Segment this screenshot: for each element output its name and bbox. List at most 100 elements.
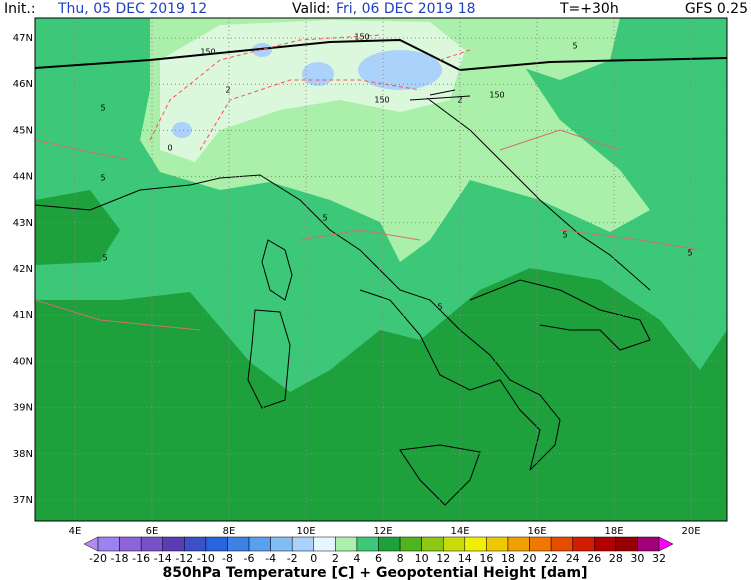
colorbar-cell [184, 536, 207, 552]
lat-label: 37N [13, 495, 33, 506]
lat-label: 45N [13, 125, 33, 136]
lat-label: 42N [13, 264, 33, 275]
colorbar-cell [421, 536, 444, 552]
colorbar-label: -8 [222, 552, 233, 565]
colorbar-label: -12 [175, 552, 193, 565]
colorbar-label: 30 [630, 552, 644, 565]
lon-label: 6E [146, 526, 159, 537]
contour-label: 150 [489, 91, 504, 100]
colorbar-cell [248, 536, 271, 552]
colorbar-title: 850hPa Temperature [C] + Geopotential He… [163, 565, 588, 580]
colorbar-cell [550, 536, 573, 552]
lat-label: 39N [13, 403, 33, 414]
lon-label: 16E [527, 526, 546, 537]
colorbar-cell [486, 536, 509, 552]
init-label: Init.: [4, 1, 36, 17]
contour-label: 2 [457, 96, 462, 105]
colorbar-cell [119, 536, 142, 552]
colorbar-label: 2 [332, 552, 339, 565]
colorbar-cell [205, 536, 228, 552]
colorbar-label: 26 [587, 552, 601, 565]
colorbar-label: 22 [544, 552, 558, 565]
lat-label: 46N [13, 79, 33, 90]
colorbar-cell [464, 536, 487, 552]
model: GFS 0.25 [685, 1, 748, 17]
contour-label: 150 [200, 48, 215, 57]
contour-label: 5 [562, 231, 567, 240]
colorbar-cell [637, 536, 660, 552]
colorbar-label: 10 [415, 552, 429, 565]
colorbar-label: -10 [197, 552, 215, 565]
contour-label: 5 [100, 104, 105, 113]
colorbar-label: 18 [501, 552, 515, 565]
lat-label: 38N [13, 449, 33, 460]
colorbar-label: -20 [89, 552, 107, 565]
lon-label: 14E [450, 526, 469, 537]
lon-label: 12E [373, 526, 392, 537]
colorbar-end [658, 536, 674, 552]
colorbar-label: 0 [310, 552, 317, 565]
colorbar-label: -4 [265, 552, 276, 565]
lat-label: 47N [13, 33, 33, 44]
contour-label: 2 [225, 86, 230, 95]
contour-label: 5 [100, 174, 105, 183]
contour-label: 5 [572, 42, 577, 51]
colorbar-label: 14 [458, 552, 472, 565]
colorbar-label: 28 [609, 552, 623, 565]
colorbar-label: 12 [436, 552, 450, 565]
contour-label: 5 [687, 249, 692, 258]
colorbar-cell [572, 536, 595, 552]
colorbar-cell [313, 536, 336, 552]
colorbar-label: 16 [479, 552, 493, 565]
colorbar-label: 4 [353, 552, 360, 565]
lon-label: 4E [69, 526, 82, 537]
colorbar-cell [507, 536, 530, 552]
lon-label: 18E [604, 526, 623, 537]
map-frame [34, 17, 728, 522]
lon-label: 8E [223, 526, 236, 537]
colorbar-end [83, 536, 99, 552]
colorbar-label: 6 [375, 552, 382, 565]
colorbar-cell [270, 536, 293, 552]
contour-label: 5 [322, 214, 327, 223]
colorbar-label: -6 [244, 552, 255, 565]
colorbar-cell [442, 536, 466, 552]
valid-label: Valid: [292, 1, 330, 17]
colorbar-label: 32 [652, 552, 666, 565]
map: 150 150 150 150 5 5 5 5 5 5 5 5 0 2 2 [35, 18, 727, 521]
contour-label: 150 [354, 33, 369, 42]
contour-label: 5 [102, 254, 107, 263]
colorbar-cell [378, 536, 401, 552]
colorbar-cell [356, 536, 379, 552]
colorbar-cell [291, 536, 315, 552]
lat-label: 40N [13, 356, 33, 367]
valid-time: Fri, 06 DEC 2019 18 [336, 1, 476, 17]
lon-label: 20E [681, 526, 700, 537]
contour-label: 0 [167, 144, 172, 153]
colorbar-cell [399, 536, 422, 552]
colorbar-cell [615, 536, 638, 552]
lat-label: 44N [13, 172, 33, 183]
colorbar-cell [97, 536, 120, 552]
colorbar-cell [335, 536, 358, 552]
colorbar-cell [529, 536, 552, 552]
contour-label: 150 [374, 96, 389, 105]
init-time: Thu, 05 DEC 2019 12 [57, 1, 207, 17]
colorbar-label: -18 [111, 552, 129, 565]
colorbar-label: -16 [132, 552, 150, 565]
colorbar-cell [594, 536, 617, 552]
colorbar-label: -14 [154, 552, 172, 565]
colorbar-label: 24 [566, 552, 580, 565]
colorbar-label: 20 [523, 552, 537, 565]
lat-label: 41N [13, 310, 33, 321]
colorbar-cell [162, 536, 185, 552]
colorbar-label: -2 [287, 552, 298, 565]
colorbar-cell [227, 536, 250, 552]
lat-label: 43N [13, 218, 33, 229]
contour-label: 5 [437, 303, 442, 312]
colorbar-label: 8 [397, 552, 404, 565]
colorbar-cell [140, 536, 163, 552]
lon-label: 10E [296, 526, 315, 537]
lead-time: T=+30h [559, 1, 619, 17]
